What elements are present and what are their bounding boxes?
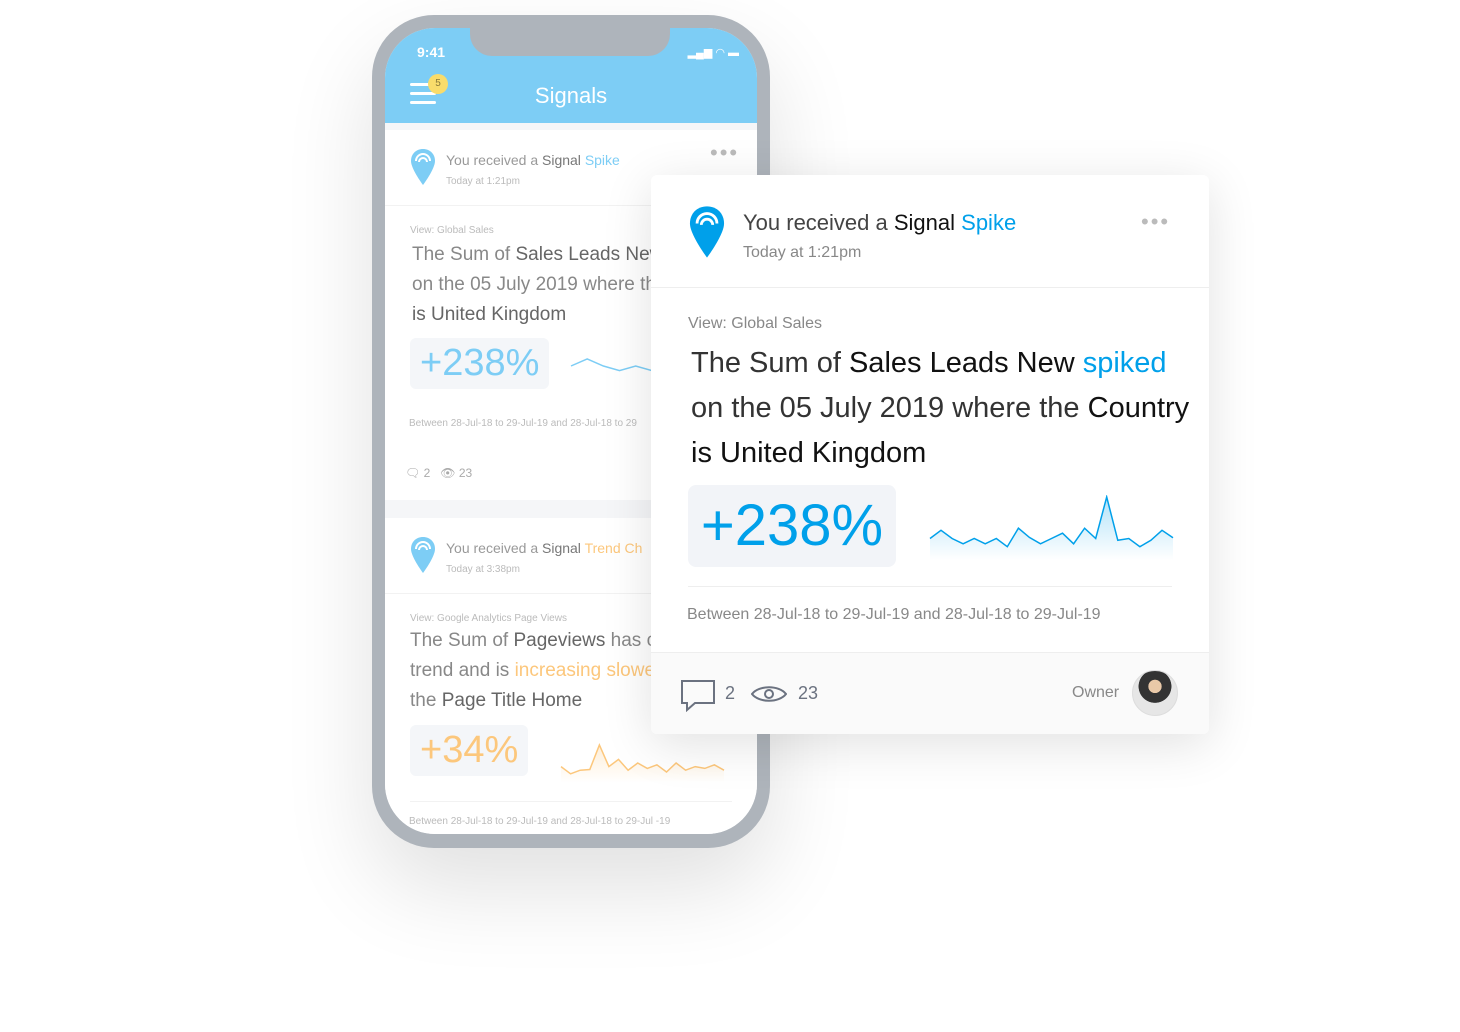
- signal-type: Spike: [961, 210, 1017, 235]
- view-label: View: Global Sales: [410, 225, 494, 236]
- view-count: 23: [798, 683, 819, 703]
- desc: has c: [605, 630, 657, 651]
- change-percent: +238%: [688, 485, 896, 567]
- desc-trend: spiked: [1082, 347, 1167, 379]
- date-range: Between 28-Jul-18 to 29-Jul-19 and 28-Ju…: [409, 418, 637, 429]
- desc-dimension: Page Title Home: [441, 690, 583, 711]
- sparkline: [929, 495, 1174, 560]
- desc: The Sum of: [412, 244, 516, 265]
- signal-pin-icon: [689, 206, 725, 258]
- signal-time: Today at 1:21pm: [743, 244, 862, 261]
- signal-pin-icon: [411, 537, 435, 573]
- eye-icon: [751, 686, 787, 702]
- desc: is United Kingdom: [412, 304, 567, 325]
- desc-dimension: Country: [1087, 392, 1190, 424]
- desc-trend: increasing slowe: [514, 660, 656, 681]
- status-icons: ▂▄▆ ◠ ▬: [687, 47, 739, 59]
- comment-icon[interactable]: 🗨: [405, 466, 421, 480]
- status-time: 9:41: [417, 44, 446, 60]
- signal-detail-card[interactable]: You received a Signal Spike Today at 1:2…: [651, 175, 1209, 734]
- date-range: Between 28-Jul-18 to 29-Jul-19 and 28-Ju…: [409, 816, 671, 827]
- comment-count: 2: [423, 466, 431, 480]
- desc: on the 05 July 2019 where the: [691, 392, 1088, 424]
- comment-count: 2: [725, 683, 736, 703]
- menu-icon[interactable]: [410, 83, 436, 110]
- more-icon[interactable]: •••: [710, 140, 740, 165]
- sparkline: [560, 743, 725, 783]
- view-count: 23: [458, 466, 473, 480]
- desc-metric: Pageviews: [513, 630, 606, 651]
- signal-prefix: You received a: [446, 152, 542, 168]
- owner-label: Owner: [1072, 684, 1120, 701]
- comment-icon[interactable]: [681, 680, 715, 712]
- signal-label: Signal: [893, 210, 956, 235]
- more-icon[interactable]: •••: [1141, 209, 1171, 234]
- change-percent: +238%: [410, 338, 550, 389]
- notification-badge: 5: [428, 74, 448, 94]
- signal-type: Trend Ch: [584, 540, 643, 556]
- signal-card[interactable]: You received a Signal Trend Ch Today at …: [385, 518, 757, 834]
- signal-label: Signal: [542, 152, 581, 168]
- signal-prefix: You received a: [446, 540, 542, 556]
- desc: is United Kingdom: [691, 437, 927, 469]
- change-percent: +34%: [410, 725, 529, 776]
- signal-time: Today at 3:38pm: [446, 564, 520, 575]
- sparkline-line: [929, 495, 1174, 548]
- app-header: 9:41 ▂▄▆ ◠ ▬ 5 Signals: [385, 28, 757, 123]
- date-range: Between 28-Jul-18 to 29-Jul-19 and 28-Ju…: [687, 606, 1101, 623]
- desc: The Sum of: [691, 347, 849, 379]
- eye-icon: 👁: [440, 466, 456, 480]
- sparkline-area: [930, 497, 1173, 560]
- desc-metric: Sales Leads New: [515, 244, 664, 265]
- desc: on the 05 July 2019 where th: [412, 274, 657, 295]
- owner-avatar[interactable]: [1132, 670, 1178, 716]
- view-label: View: Google Analytics Page Views: [410, 613, 567, 624]
- desc: The Sum of: [410, 630, 514, 651]
- signal-time: Today at 1:21pm: [446, 176, 520, 187]
- card-footer: 2 23 Owner: [651, 652, 1209, 734]
- page-title: Signals: [534, 83, 608, 108]
- sparkline-line: [560, 743, 725, 775]
- signal-prefix: You received a: [743, 210, 894, 235]
- signal-label: Signal: [542, 540, 581, 556]
- signal-type: Spike: [584, 152, 620, 168]
- desc: the: [410, 690, 442, 711]
- notch: [470, 28, 670, 56]
- desc: trend and is: [410, 660, 515, 681]
- sparkline-area: [561, 745, 724, 783]
- desc-metric: Sales Leads New: [848, 347, 1075, 379]
- card-stats: 🗨 2 👁 23: [405, 466, 472, 480]
- signal-pin-icon: [411, 149, 435, 185]
- view-label: View: Global Sales: [688, 315, 822, 332]
